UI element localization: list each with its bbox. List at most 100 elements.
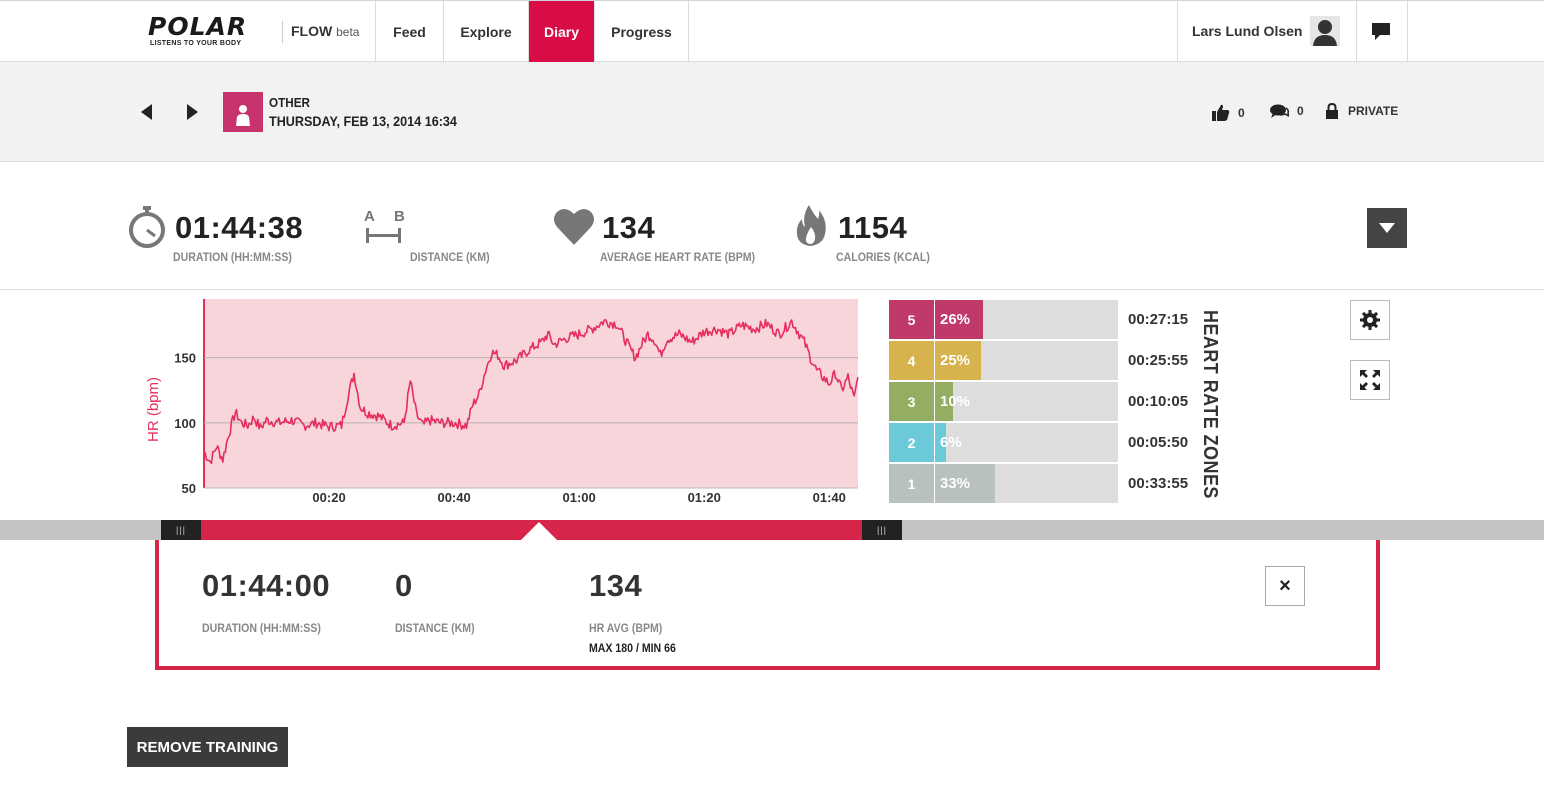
tab-feed[interactable]: Feed [375, 1, 443, 62]
distance-ab-icon: A B [362, 208, 408, 246]
zone-time: 00:33:55 [1128, 475, 1189, 492]
x-tick-label: 01:20 [688, 490, 721, 505]
chart-plot-area [204, 299, 858, 488]
heart-rate-chart-svg: 150 100 50 00:20 00:40 01:00 01:20 01:40 HR (bpm… [145, 299, 859, 505]
heart-rate-chart[interactable]: 150 100 50 00:20 00:40 01:00 01:20 01:40 HR (bpm… [130, 296, 870, 511]
tab-diary[interactable]: Diary [528, 1, 594, 62]
chevron-down-icon [1379, 223, 1395, 233]
training-date: THURSDAY, FEB 13, 2014 16:34 [269, 113, 457, 129]
distance-icon-a: A [364, 208, 375, 225]
y-tick-label: 150 [174, 351, 196, 366]
zone-percent: 33% [940, 475, 971, 492]
avatar[interactable] [1310, 16, 1340, 46]
heart-rate-series-line [203, 318, 859, 464]
zone-number: 2 [889, 423, 934, 462]
flow-label: FLOW [291, 23, 333, 39]
tab-explore[interactable]: Explore [443, 1, 528, 62]
polar-logo[interactable]: POLAR LISTENS TO YOUR BODY [148, 14, 247, 47]
zone-bar-fill [935, 423, 946, 462]
selection-hr-value: 134 [589, 568, 643, 603]
logo-tagline: LISTENS TO YOUR BODY [150, 40, 242, 47]
zone-time: 00:10:05 [1128, 393, 1189, 410]
flow-product-name: FLOW beta [291, 23, 359, 39]
zone-bar-fill [935, 382, 953, 421]
zone-percent: 6% [940, 434, 962, 451]
zone-bar-fill [935, 300, 983, 339]
zone-percent: 25% [940, 352, 971, 369]
distance-label: DISTANCE (KM) [410, 250, 490, 264]
selection-hr-max-min: MAX 180 / MIN 66 [589, 641, 676, 655]
likes-count: 0 [1238, 105, 1245, 120]
privacy-label: PRIVATE [1348, 104, 1399, 118]
likes[interactable]: 0 [1212, 104, 1245, 121]
zone-time: 00:25:55 [1128, 352, 1189, 369]
duration-value: 01:44:38 [175, 210, 304, 245]
heart-rate-label: AVERAGE HEART RATE (BPM) [600, 250, 756, 264]
y-tick-label: 100 [174, 416, 196, 431]
y-axis-label: HR (bpm) [145, 377, 162, 442]
zone-time: 00:27:15 [1128, 311, 1189, 328]
heart-icon [553, 205, 595, 252]
calories-label: CALORIES (KCAL) [836, 250, 930, 264]
nav-divider [1407, 1, 1408, 62]
selection-pointer [521, 522, 557, 540]
nav-divider [1177, 1, 1178, 62]
next-training-button[interactable] [187, 104, 198, 120]
selection-hr-label: HR AVG (BPM) [589, 621, 663, 635]
zone-bar-fill [935, 464, 995, 503]
beta-label: beta [336, 25, 360, 39]
logo-wordmark: POLAR [148, 12, 248, 41]
timeline-handle-end[interactable]: ||| [862, 520, 902, 540]
selection-duration-label: DURATION (HH:MM:SS) [202, 621, 321, 635]
selection-duration-value: 01:44:00 [202, 568, 331, 603]
summary-divider [0, 289, 1544, 290]
settings-button[interactable] [1350, 300, 1390, 340]
selection-detail-panel [155, 540, 1380, 670]
selection-distance-label: DISTANCE (KM) [395, 621, 475, 635]
lock-icon [1326, 103, 1338, 119]
zone-number: 4 [889, 341, 934, 380]
flame-icon [796, 205, 826, 252]
y-tick-label: 50 [182, 481, 196, 496]
x-tick-label: 00:40 [437, 490, 470, 505]
zone-percent: 26% [940, 311, 971, 328]
zone-percent: 10% [940, 393, 971, 410]
remove-training-button[interactable]: REMOVE TRAINING [127, 727, 288, 767]
zone-bar-fill [935, 341, 981, 380]
distance-icon-b: B [394, 208, 405, 225]
fullscreen-button[interactable] [1350, 360, 1390, 400]
user-silhouette-icon [1310, 16, 1340, 46]
zone-number: 3 [889, 382, 934, 421]
user-name[interactable]: Lars Lund Olsen [1192, 23, 1303, 39]
calories-value: 1154 [838, 210, 908, 245]
previous-training-button[interactable] [141, 104, 152, 120]
messages-icon[interactable] [1372, 23, 1390, 45]
x-tick-label: 00:20 [312, 490, 345, 505]
duration-label: DURATION (HH:MM:SS) [173, 250, 292, 264]
x-tick-label: 01:00 [563, 490, 596, 505]
nav-divider [1356, 1, 1357, 62]
comments[interactable]: 0 [1270, 104, 1304, 118]
close-selection-button[interactable]: × [1265, 566, 1305, 606]
selection-distance-value: 0 [395, 568, 413, 603]
gear-icon [1360, 310, 1380, 330]
zones-title: HEART RATE ZONES [1199, 310, 1221, 499]
comments-count: 0 [1297, 104, 1304, 118]
stopwatch-icon [126, 206, 168, 253]
zone-number: 5 [889, 300, 934, 339]
x-tick-label: 01:40 [813, 490, 846, 505]
zone-number: 1 [889, 464, 934, 503]
zone-bar-track [935, 382, 1118, 421]
expand-summary-button[interactable] [1367, 208, 1407, 248]
comments-icon [1270, 104, 1289, 118]
expand-icon [1360, 370, 1380, 390]
privacy-setting[interactable]: PRIVATE [1326, 103, 1398, 119]
zone-time: 00:05:50 [1128, 434, 1189, 451]
tab-progress[interactable]: Progress [594, 1, 689, 62]
timeline-handle-start[interactable]: ||| [161, 520, 201, 540]
top-navigation: POLAR LISTENS TO YOUR BODY FLOW beta Fee… [0, 0, 1544, 62]
sport-other-icon [223, 92, 263, 132]
thumbs-up-icon [1212, 104, 1230, 121]
heart-rate-value: 134 [602, 210, 656, 245]
sport-name: OTHER [269, 95, 310, 110]
